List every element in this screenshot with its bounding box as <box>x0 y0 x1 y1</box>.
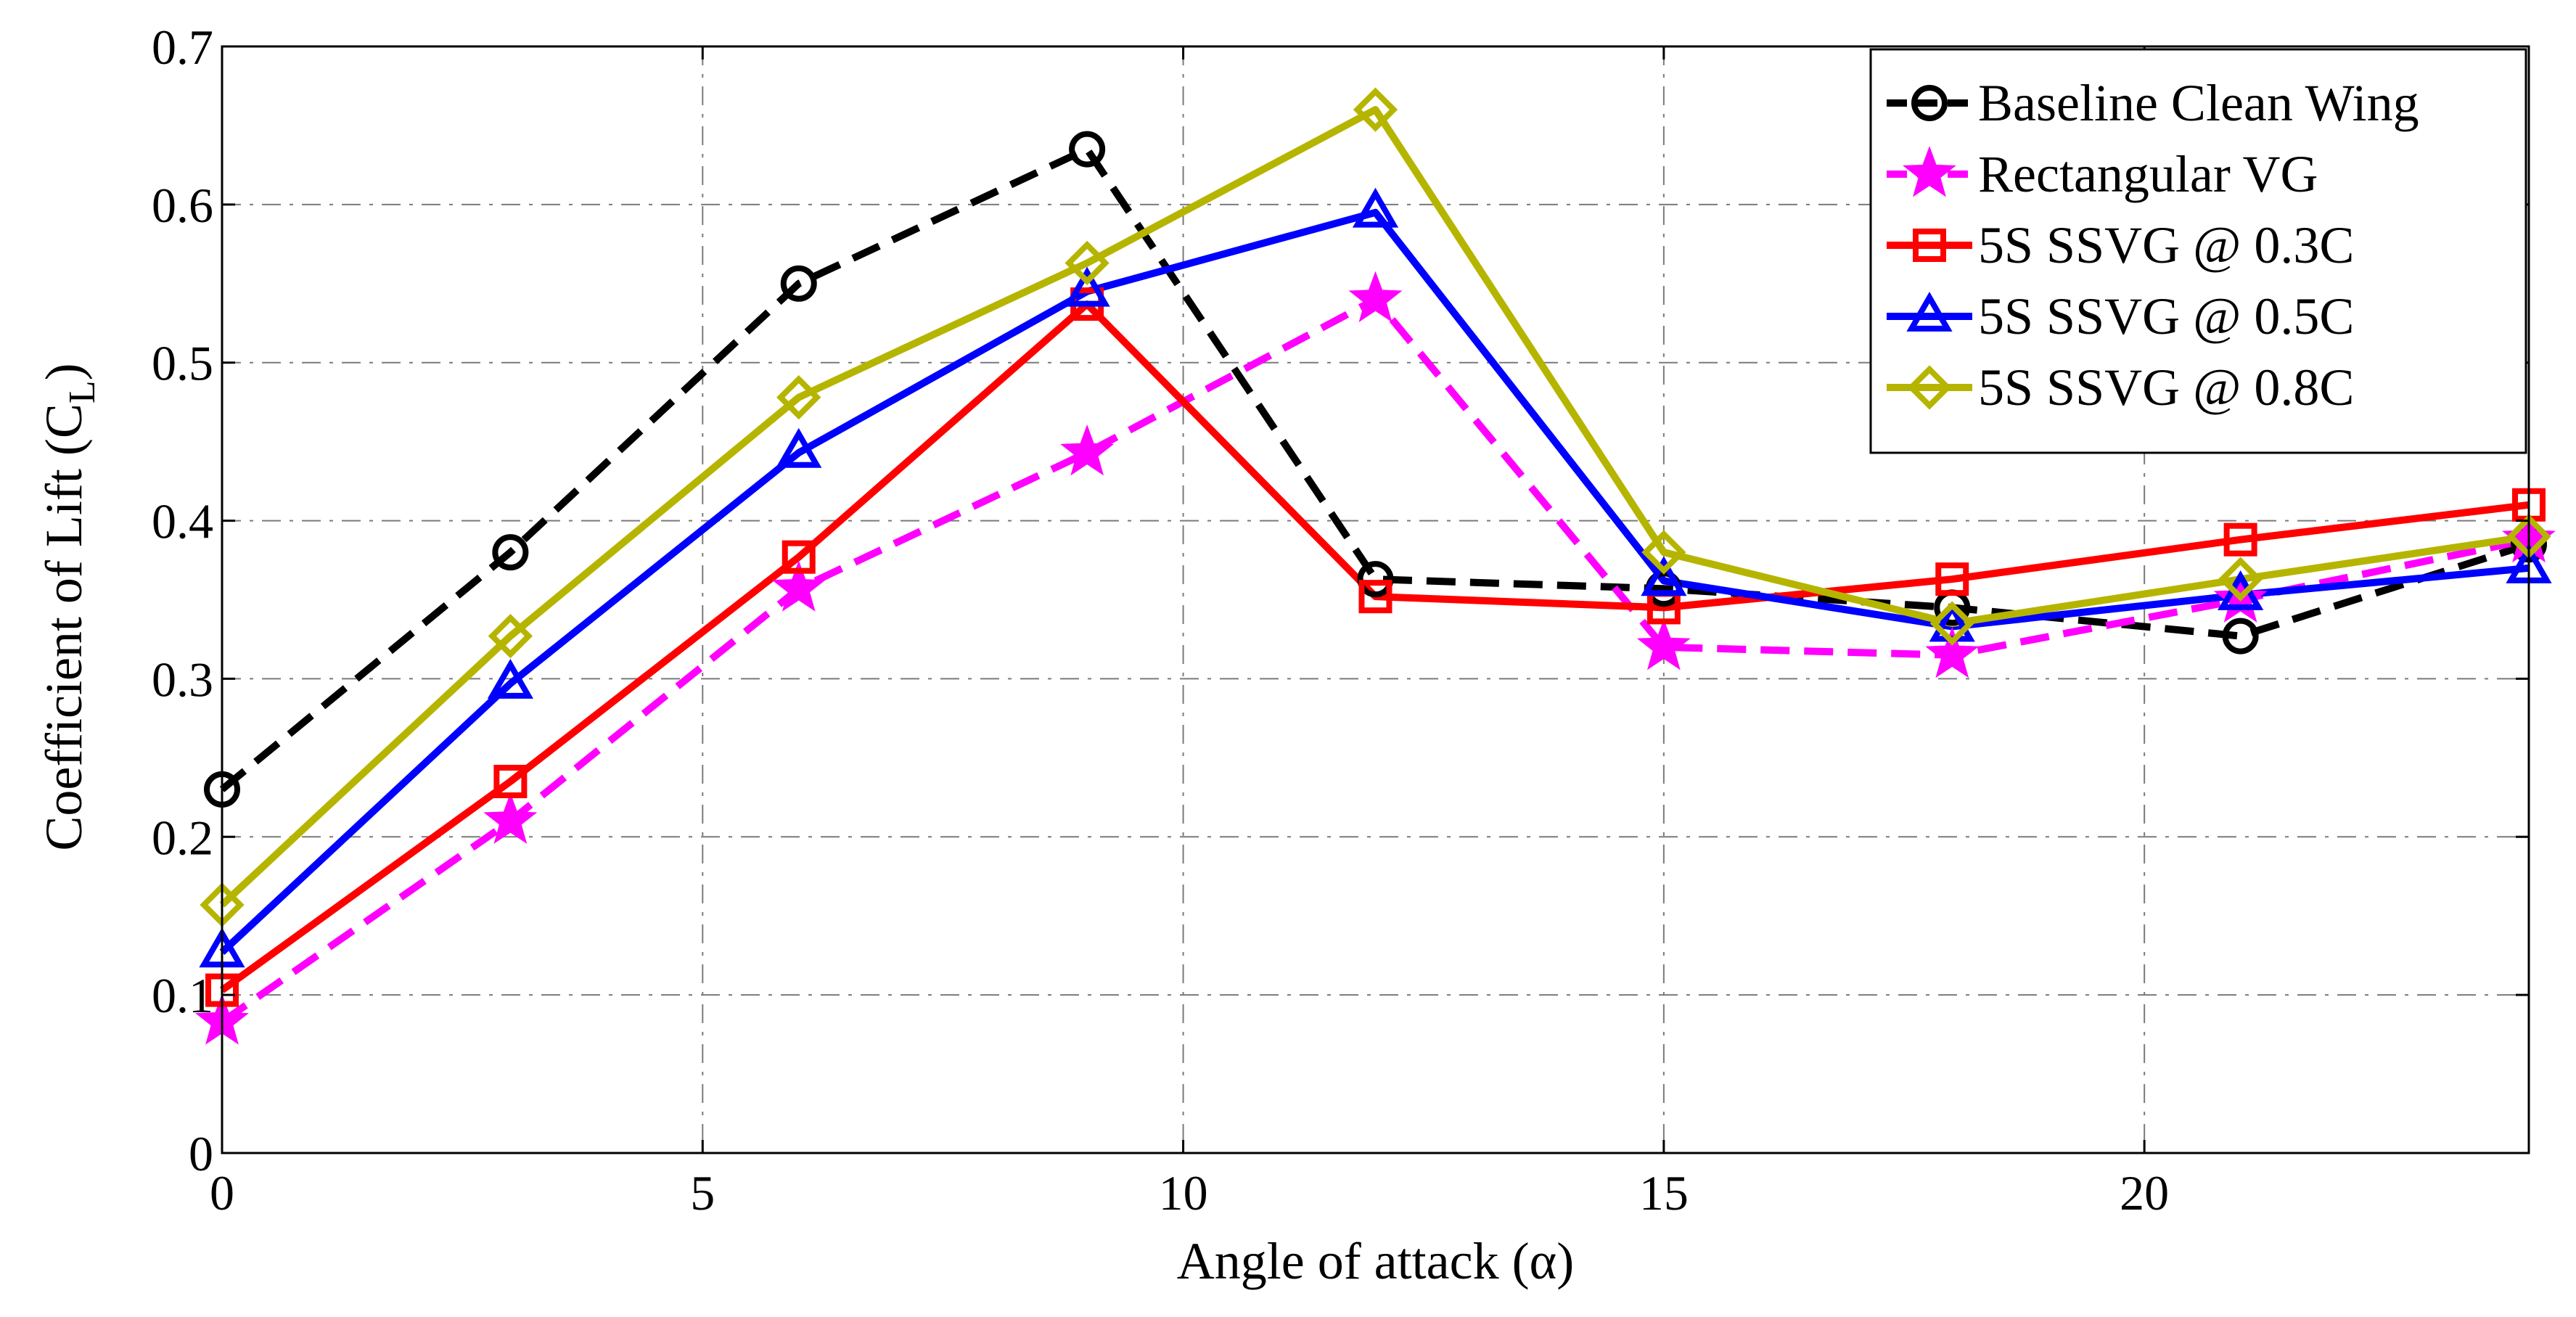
x-tick-label: 0 <box>210 1165 234 1220</box>
series-2-point <box>1925 626 1980 678</box>
x-tick-label: 15 <box>1639 1165 1689 1220</box>
x-axis-label: Angle of attack (α) <box>1177 1232 1575 1290</box>
series-5-point <box>776 374 821 420</box>
series-line-5 <box>219 106 2530 908</box>
legend-marker <box>1911 85 1948 121</box>
series-3-point <box>1935 562 1969 596</box>
y-tick-label: 0.7 <box>152 20 213 75</box>
y-tick-label: 0.1 <box>152 968 213 1023</box>
y-axis-label-close: ) <box>35 363 93 380</box>
legend-label: Rectangular VG <box>1978 145 2318 203</box>
legend-box <box>1869 48 2527 454</box>
y-tick-label: 0 <box>189 1126 213 1181</box>
series-1-point <box>492 534 529 571</box>
y-axis-label: Coefficient of Lift (CL) <box>35 363 103 850</box>
series-1-point <box>1069 131 1106 168</box>
series-line-4 <box>219 208 2530 955</box>
y-tick-label: 0.3 <box>152 652 213 707</box>
series-1-point <box>780 265 817 302</box>
series-5-point <box>1353 87 1398 132</box>
legend-label: 5S SSVG @ 0.5C <box>1978 287 2354 345</box>
legend-label: 5S SSVG @ 0.8C <box>1978 358 2354 417</box>
plot-frame <box>221 45 2530 1154</box>
y-tick-label: 0.6 <box>152 178 213 233</box>
legend-marker <box>1907 365 1952 410</box>
legend-marker <box>1903 146 1956 197</box>
series-5-point <box>1929 601 1974 646</box>
series-4-point <box>1064 266 1110 307</box>
series-3-point <box>782 540 816 574</box>
series-2-point <box>771 560 826 612</box>
series-3-point <box>2223 522 2257 557</box>
series-1-point <box>1357 561 1394 598</box>
series-4-point <box>776 427 822 468</box>
y-tick-labels: 0 0.1 0.2 0.3 0.4 0.5 0.6 0.7 <box>152 20 213 1181</box>
series-2-point <box>483 792 538 844</box>
y-axis-label-subscript: L <box>62 380 103 403</box>
series-5-point <box>488 613 533 659</box>
series-4-point <box>1352 187 1399 228</box>
legend: Baseline Clean Wing Rectangular VG 5S SSVG… <box>1869 48 2527 454</box>
series-1-point <box>2222 618 2259 655</box>
legend-marker <box>1913 229 1946 262</box>
y-tick-label: 0.2 <box>152 810 213 865</box>
legend-label: Baseline Clean Wing <box>1978 74 2419 132</box>
series-2-point <box>1348 271 1403 323</box>
x-tick-label: 20 <box>2120 1165 2169 1220</box>
y-tick-label: 0.5 <box>152 336 213 391</box>
series-4-point <box>487 658 533 699</box>
x-tick-labels: 0 5 10 15 20 <box>210 1165 2169 1220</box>
legend-label: 5S SSVG @ 0.3C <box>1978 216 2354 274</box>
y-tick-label: 0.4 <box>152 494 213 549</box>
series-5-point <box>1641 530 1686 575</box>
series-markers <box>195 87 2556 1045</box>
legend-marker <box>1906 291 1953 332</box>
series-line-1 <box>219 145 2530 792</box>
series-3-point <box>1358 580 1392 614</box>
y-axis-label-main: Coefficient of Lift (C <box>35 403 93 851</box>
series-5-point <box>2218 557 2263 602</box>
x-tick-label: 5 <box>690 1165 715 1220</box>
x-tick-label: 10 <box>1159 1165 1208 1220</box>
series-3-point <box>493 765 528 799</box>
series-2-point <box>1636 619 1691 670</box>
series-2-point <box>1060 424 1115 476</box>
series-5-point <box>1065 240 1109 286</box>
series-4-point <box>1641 556 1687 596</box>
